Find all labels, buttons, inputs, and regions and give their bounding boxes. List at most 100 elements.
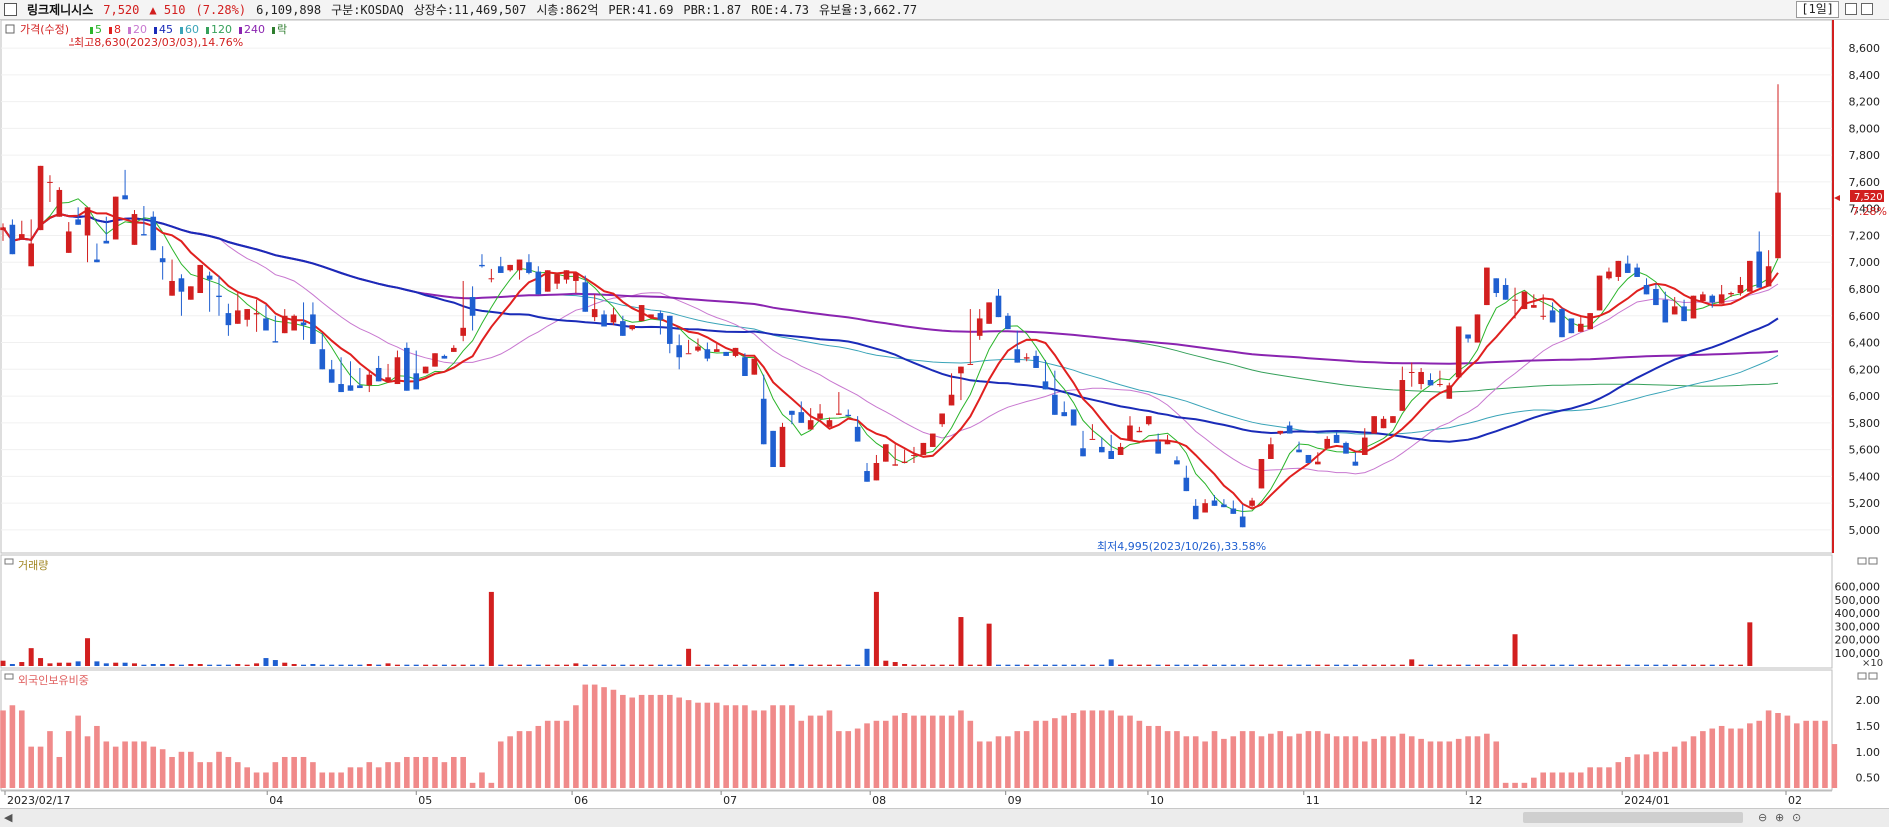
candle-body bbox=[1249, 500, 1255, 506]
stock-chart[interactable]: 5,000 5,200 5,400 5,600 5,800 6,000 6,200 6,400… bbox=[0, 20, 1889, 808]
zoom-reset-icon[interactable]: ⊙ bbox=[1792, 811, 1802, 824]
window-minimize-icon[interactable] bbox=[1845, 3, 1857, 15]
volume-panel[interactable]: 거래량 600,000500,000400,000300,000200,0001… bbox=[0, 554, 1884, 669]
candlestick bbox=[723, 351, 729, 356]
candlestick bbox=[704, 342, 711, 362]
ma-legend-swatch bbox=[239, 27, 242, 34]
volume-bar bbox=[1681, 664, 1687, 666]
candle-body bbox=[141, 234, 147, 236]
candlestick bbox=[1718, 284, 1725, 304]
foreign-ownership-bar bbox=[892, 715, 898, 788]
candle-body bbox=[497, 266, 504, 273]
candlestick bbox=[1211, 495, 1218, 506]
volume-bar bbox=[1240, 664, 1246, 666]
volume-bar bbox=[338, 664, 344, 666]
candle-body bbox=[385, 377, 391, 382]
foreign-panel-title: 외국인보유비중 bbox=[18, 674, 89, 687]
candlestick bbox=[845, 409, 852, 417]
volume-bar bbox=[1277, 664, 1283, 666]
scroll-left-icon[interactable]: ◀ bbox=[4, 811, 13, 824]
volume-bar bbox=[733, 664, 739, 666]
stock-checkbox[interactable] bbox=[4, 3, 17, 16]
candlestick bbox=[225, 303, 232, 336]
candle-body bbox=[666, 315, 673, 344]
volume-bar bbox=[1042, 664, 1048, 666]
foreign-ownership-bar bbox=[1765, 710, 1772, 788]
volume-bar bbox=[47, 663, 53, 666]
candle-body bbox=[742, 357, 748, 376]
zoom-in-icon[interactable]: ⊕ bbox=[1775, 811, 1785, 824]
candlestick bbox=[892, 444, 898, 466]
foreign-ownership-bar bbox=[1343, 736, 1349, 788]
candle-body bbox=[601, 314, 607, 327]
foreign-ownership-bar bbox=[573, 705, 579, 788]
candlestick bbox=[1615, 260, 1622, 281]
candlestick bbox=[939, 413, 945, 427]
window-close-icon[interactable] bbox=[1861, 3, 1873, 15]
candle-body bbox=[1296, 449, 1302, 453]
volume-bar bbox=[873, 591, 879, 666]
ma20-line bbox=[2, 213, 1779, 475]
candle-body bbox=[1577, 323, 1584, 332]
candlestick bbox=[798, 401, 805, 423]
foreign-panel-minimize-icon[interactable] bbox=[1857, 672, 1867, 680]
foreign-ownership-bar bbox=[1296, 733, 1302, 788]
volume-bar bbox=[1747, 622, 1753, 666]
foreign-ownership-bar bbox=[657, 694, 664, 788]
candlestick bbox=[986, 302, 992, 324]
volume-panel-minimize-icon[interactable] bbox=[1857, 557, 1867, 565]
volume-panel-close-icon[interactable] bbox=[1868, 557, 1878, 565]
candle-body bbox=[836, 413, 842, 415]
foreign-ownership-bar bbox=[272, 762, 279, 788]
foreign-ownership-bar bbox=[197, 762, 204, 788]
candle-body bbox=[629, 325, 636, 330]
candlestick bbox=[1418, 367, 1424, 390]
period-button[interactable]: [1일] bbox=[1796, 1, 1839, 18]
foreign-ownership-bar bbox=[554, 720, 560, 788]
foreign-ownership-bar bbox=[338, 772, 344, 788]
volume-bar bbox=[1644, 664, 1650, 666]
zoom-out-icon[interactable]: ⊖ bbox=[1758, 811, 1768, 824]
candlestick bbox=[422, 366, 429, 374]
volume-bar bbox=[1155, 664, 1161, 666]
volume-bar bbox=[197, 664, 203, 666]
candle-body bbox=[1052, 394, 1058, 415]
candle-body bbox=[404, 347, 410, 391]
volume-tick-label: 600,000 bbox=[1835, 581, 1881, 594]
candlestick bbox=[234, 293, 241, 324]
candlestick bbox=[873, 454, 880, 481]
volume-bar bbox=[930, 664, 936, 666]
stock-name[interactable]: 링크제니시스 bbox=[27, 3, 94, 17]
foreign-ownership-bar bbox=[479, 772, 485, 788]
candlestick bbox=[713, 343, 720, 352]
candlestick bbox=[37, 165, 44, 231]
foreign-ownership-bar bbox=[37, 746, 44, 788]
date-tick-label: 08 bbox=[872, 794, 886, 807]
volume-bar bbox=[949, 664, 955, 666]
candlestick bbox=[319, 333, 326, 370]
candlestick bbox=[789, 410, 795, 425]
date-tick-label: 05 bbox=[418, 794, 432, 807]
price-tick-label: 8,200 bbox=[1849, 96, 1881, 109]
candle-body bbox=[1474, 314, 1481, 343]
price-change: ▲ 510 bbox=[149, 2, 186, 17]
scrollbar-thumb[interactable] bbox=[1523, 812, 1743, 823]
volume-bar bbox=[1634, 664, 1640, 666]
foreign-panel-close-icon[interactable] bbox=[1868, 672, 1878, 680]
volume-bar bbox=[1268, 664, 1274, 666]
foreign-ownership-panel[interactable]: 외국인보유비중 2.00 1.50 1.00 0.50 bbox=[0, 669, 1880, 791]
volume-bar bbox=[488, 591, 494, 666]
volume-bar bbox=[432, 664, 438, 666]
horizontal-scrollbar[interactable]: ◀ ⊖ ⊕ ⊙ bbox=[0, 808, 1889, 827]
candlestick bbox=[263, 305, 269, 331]
foreign-ownership-bar bbox=[1446, 741, 1453, 788]
candle-body bbox=[883, 444, 889, 462]
volume-bar bbox=[601, 664, 607, 666]
price-panel[interactable]: 5,000 5,200 5,400 5,600 5,800 6,000 6,200 6,400… bbox=[0, 20, 1887, 554]
foreign-ownership-bars bbox=[0, 684, 1838, 788]
foreign-ownership-bar bbox=[1681, 741, 1687, 788]
candle-body bbox=[47, 181, 53, 183]
candlestick bbox=[1671, 297, 1678, 315]
volume-bar bbox=[1230, 664, 1236, 666]
candlestick bbox=[1014, 330, 1021, 363]
